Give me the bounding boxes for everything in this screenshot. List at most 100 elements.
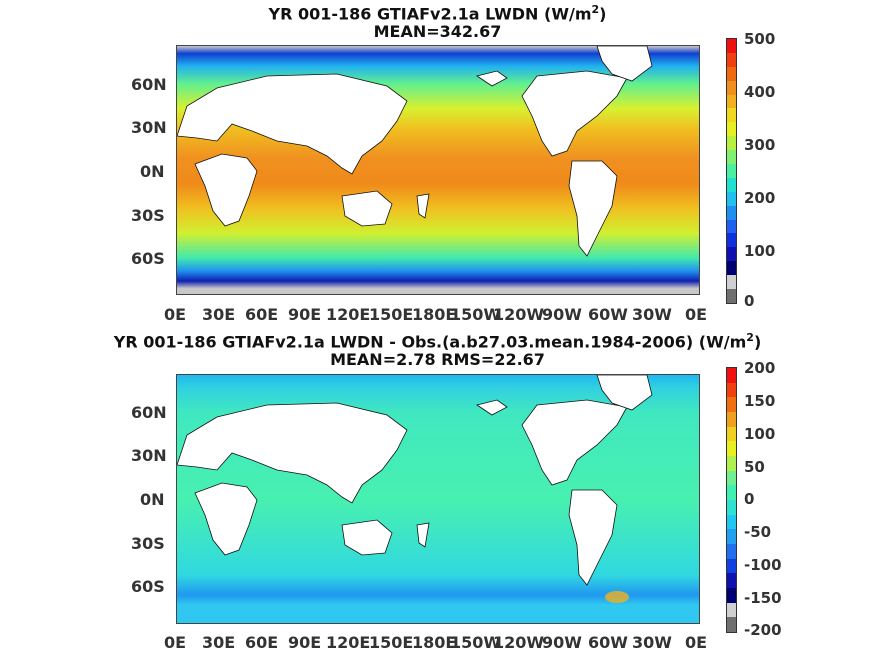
- colorbar-segment: [727, 602, 736, 618]
- panel2-lat-tick: 30N: [131, 446, 167, 465]
- colorbar-segment: [727, 426, 736, 442]
- panel1-lon-tick: 60W: [588, 305, 628, 324]
- panel1-lat-tick: 30S: [131, 206, 165, 225]
- colorbar-segment: [727, 275, 736, 290]
- panel1-map-svg: [177, 46, 699, 294]
- panel1-cb-tick: 500: [744, 30, 776, 48]
- panel2-lat-tick: 60N: [131, 403, 167, 422]
- colorbar-segment: [727, 558, 736, 574]
- colorbar-segment: [727, 136, 736, 151]
- colorbar-segment: [727, 233, 736, 248]
- panel2-lon-tick: 90W: [542, 633, 582, 652]
- panel1-cb-tick: 100: [744, 242, 776, 260]
- colorbar-segment: [727, 368, 736, 383]
- panel2-lon-tick: 60W: [588, 633, 628, 652]
- panel1-lon-tick: 30W: [632, 305, 672, 324]
- panel1-lat-tick: 60S: [131, 249, 165, 268]
- panel2-lat-tick: 0N: [140, 490, 165, 509]
- colorbar-segment: [727, 485, 736, 500]
- panel2-cb-tick: 50: [744, 458, 765, 476]
- colorbar-segment: [727, 514, 736, 530]
- colorbar-segment: [727, 411, 736, 427]
- colorbar-segment: [727, 150, 736, 165]
- panel1-cb-tick: 300: [744, 136, 776, 154]
- colorbar-segment: [727, 289, 736, 303]
- panel2-subtitle: MEAN=2.78 RMS=22.67: [330, 350, 545, 369]
- panel2-lon-tick: 120W: [493, 633, 545, 652]
- panel1-title-sup: 2: [591, 3, 600, 16]
- panel1-lon-tick: 120W: [493, 305, 545, 324]
- panel2-map: [176, 374, 700, 624]
- panel1-lon-tick: 90E: [288, 305, 322, 324]
- colorbar-segment: [727, 94, 736, 109]
- panel2-lon-tick: 120E: [326, 633, 371, 652]
- panel2-lat-tick: 30S: [131, 534, 165, 553]
- colorbar-segment: [727, 441, 736, 456]
- panel1-title-text: YR 001-186 GTIAFv2.1a LWDN (W/m: [268, 4, 592, 24]
- panel2-lon-tick: 0E: [164, 633, 187, 652]
- panel2-cb-tick: 150: [744, 392, 776, 410]
- panel2-title-text: YR 001-186 GTIAFv2.1a LWDN - Obs.(a.b27.…: [113, 332, 747, 352]
- panel1-cb-tick: 0: [744, 292, 755, 310]
- colorbar-segment: [727, 219, 736, 234]
- panel2-lon-tick: 90E: [288, 633, 322, 652]
- panel2-cb-tick: -200: [744, 621, 782, 639]
- colorbar-segment: [727, 205, 736, 220]
- colorbar-segment: [727, 382, 736, 398]
- panel1-lon-tick: 150E: [369, 305, 414, 324]
- panel2-title-sup: 2: [746, 331, 754, 344]
- colorbar-segment: [727, 397, 736, 412]
- colorbar-segment: [727, 108, 736, 123]
- panel1-lon-tick: 90W: [542, 305, 582, 324]
- panel1-colorbar: [726, 38, 737, 304]
- panel1-lon-tick: 120E: [326, 305, 371, 324]
- panel2-lat-tick: 60S: [131, 577, 165, 596]
- panel1-land: [177, 46, 653, 257]
- panel1-subtitle: MEAN=342.67: [373, 22, 502, 41]
- panel2-lon-tick: 180E: [412, 633, 457, 652]
- panel1-lon-tick: 150W: [450, 305, 502, 324]
- panel1-lat-tick: 60N: [131, 75, 167, 94]
- colorbar-segment: [727, 122, 736, 137]
- panel1-title: YR 001-186 GTIAFv2.1a LWDN (W/m2): [0, 0, 875, 23]
- colorbar-segment: [727, 191, 736, 206]
- colorbar-segment: [727, 80, 736, 95]
- panel1-lat-tick: 30N: [131, 118, 167, 137]
- colorbar-segment: [727, 164, 736, 178]
- colorbar-segment: [727, 455, 736, 471]
- panel1-lon-tick: 0E: [164, 305, 187, 324]
- colorbar-segment: [727, 261, 736, 276]
- panel1-map: [176, 45, 700, 295]
- colorbar-segment: [727, 39, 736, 53]
- panel1-title-close: ): [599, 4, 607, 24]
- panel1-lon-tick: 30E: [202, 305, 236, 324]
- panel1-lat-tick: 0N: [140, 162, 165, 181]
- panel2-cb-tick: 200: [744, 359, 776, 377]
- panel2-lon-tick: 30E: [202, 633, 236, 652]
- colorbar-segment: [727, 499, 736, 515]
- panel2-lon-tick: 150W: [450, 633, 502, 652]
- panel2-cb-tick: -150: [744, 589, 782, 607]
- panel2-lon-tick: 150E: [369, 633, 414, 652]
- colorbar-segment: [727, 52, 736, 67]
- panel1-cb-tick: 400: [744, 83, 776, 101]
- panel2-cb-tick: 0: [744, 490, 755, 508]
- panel2-cb-tick: -50: [744, 523, 772, 541]
- panel1-cb-tick: 200: [744, 189, 776, 207]
- colorbar-segment: [727, 573, 736, 588]
- colorbar-segment: [727, 177, 736, 192]
- colorbar-segment: [727, 66, 736, 81]
- panel2-lon-tick: 0E: [685, 633, 708, 652]
- colorbar-segment: [727, 617, 736, 632]
- panel2-land: [177, 375, 653, 586]
- panel1-lon-tick: 0E: [685, 305, 708, 324]
- panel2-lon-tick: 30W: [632, 633, 672, 652]
- colorbar-segment: [727, 247, 736, 262]
- panel1-lon-tick: 60E: [245, 305, 279, 324]
- colorbar-segment: [727, 587, 736, 603]
- colorbar-segment: [727, 543, 736, 559]
- panel1-lon-tick: 180E: [412, 305, 457, 324]
- panel2-colorbar: [726, 367, 737, 633]
- panel2-cb-tick: -100: [744, 556, 782, 574]
- panel2-map-svg: [177, 375, 699, 623]
